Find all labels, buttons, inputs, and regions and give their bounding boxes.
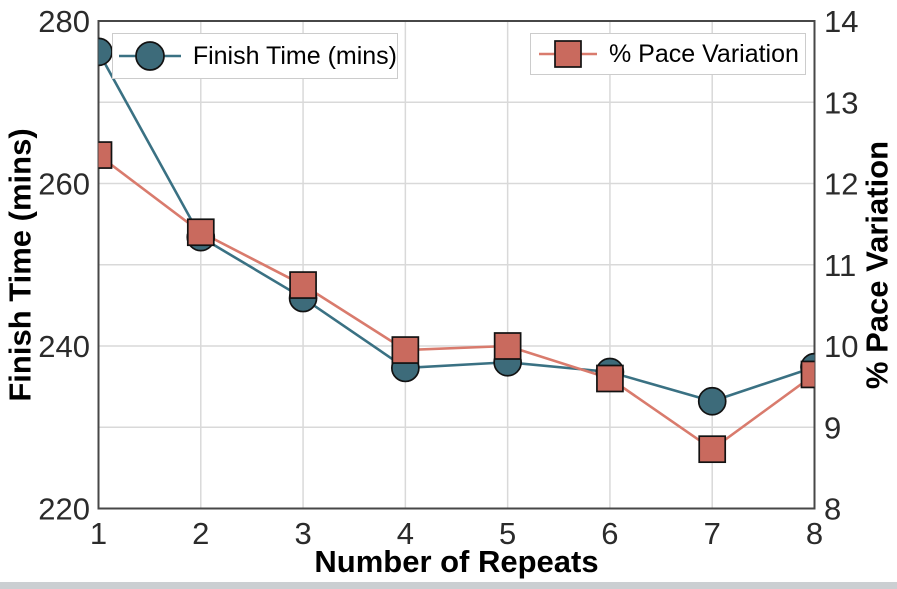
right-tick-label: 12 [824,167,858,202]
pace-variation-marker [391,336,420,364]
square-marker-icon [554,40,582,68]
pace-variation-marker [698,435,727,464]
x-tick-label: 6 [601,516,618,551]
pace-variation-marker [98,141,113,169]
pace-variation-marker [289,271,317,299]
right-tick-label: 11 [824,248,856,283]
right-tick-label: 10 [824,329,858,364]
left-tick-label: 260 [38,167,90,202]
finish-time-marker [697,386,727,416]
pace-variation-marker [596,364,624,393]
left-tick-label: 220 [38,492,90,527]
right-tick-label: 8 [824,492,841,527]
bottom-edge-strip [0,582,897,589]
right-tick-label: 14 [824,4,858,39]
circle-marker-icon [135,41,165,71]
pace-variation-line [98,154,815,451]
x-tick-label: 4 [397,516,414,551]
pace-variation-legend-marker [539,40,597,68]
left-axis-title: Finish Time (mins) [2,128,38,402]
finish-time-line [98,51,815,403]
right-tick-label: 9 [824,410,841,445]
finish-time-marker [98,37,113,67]
x-tick-label: 1 [90,516,107,551]
left-tick-label: 240 [38,329,90,364]
pace-variation-marker [186,218,215,247]
x-tick-label: 3 [294,516,311,551]
left-tick-label: 280 [38,4,90,39]
legend-pace-variation: % Pace Variation [530,33,806,75]
pace-variation-marker [800,360,815,389]
legend-label-finish-time: Finish Time (mins) [192,41,397,70]
legend-label-pace-variation: % Pace Variation [609,39,799,68]
right-tick-label: 13 [824,85,858,120]
x-tick-label: 5 [499,516,516,551]
series-group [98,37,815,464]
x-tick-label: 7 [704,516,721,551]
pace-variation-marker [493,332,522,360]
plot-border [97,20,816,510]
legend-finish-time: Finish Time (mins) [112,33,398,79]
x-tick-label: 2 [192,516,209,551]
right-axis-title: % Pace Variation [859,140,895,390]
x-axis-title: Number of Repeats [314,544,599,579]
x-tick-label: 8 [806,516,823,551]
finish-time-legend-marker [119,41,181,71]
